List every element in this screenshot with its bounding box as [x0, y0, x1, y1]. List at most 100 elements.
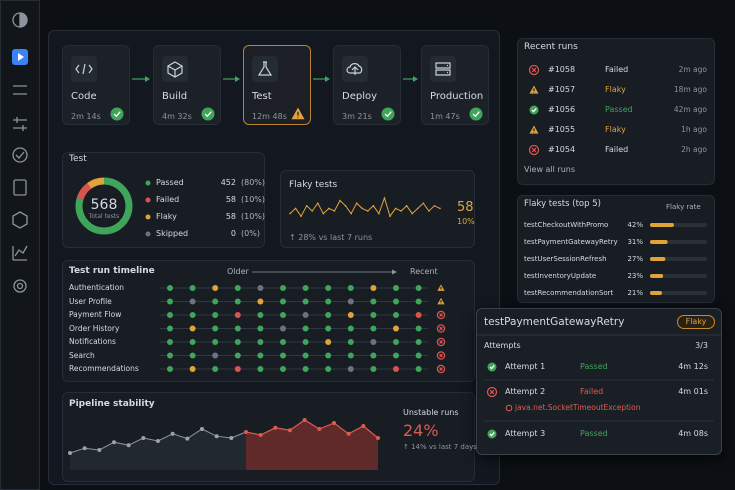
run-dot: [189, 285, 196, 291]
stage-icon: [435, 62, 451, 76]
spark-point: [361, 207, 364, 210]
donut-label: Total tests: [88, 213, 120, 220]
failed-mark: [531, 147, 537, 153]
run-dot: [257, 366, 264, 372]
run-dot: [393, 285, 399, 291]
flaky-rate-label: 23%: [627, 272, 643, 280]
run-time: 42m ago: [673, 105, 707, 114]
rate-track: [650, 291, 707, 295]
stability-point: [258, 433, 263, 437]
failed-mark: [531, 67, 537, 73]
spark-point: [439, 207, 441, 210]
run-dot: [167, 312, 173, 318]
run-dot: [257, 352, 264, 359]
run-status: Failed: [605, 65, 629, 74]
failed-icon: [436, 324, 446, 333]
failed-mark: [439, 313, 443, 317]
attempt-duration: 4m 01s: [678, 387, 708, 396]
spark-point: [389, 215, 391, 217]
run-dot: [302, 325, 309, 332]
passed-mark: [204, 111, 212, 118]
spark-point: [289, 212, 291, 215]
spark-point: [294, 207, 297, 210]
detail-title: testPaymentGatewayRetry: [484, 316, 625, 328]
run-dot: [347, 325, 354, 332]
flaky-rate-label: 42%: [627, 221, 643, 229]
logo-half[interactable]: [19, 12, 28, 28]
stability-point: [185, 436, 190, 441]
run-dot: [393, 366, 399, 372]
nav-flows[interactable]: [13, 85, 27, 95]
run-dot: [347, 366, 354, 372]
spark-point: [305, 205, 308, 207]
run-dot: [167, 298, 173, 305]
failed-mark: [439, 367, 443, 371]
spark-point: [311, 210, 314, 212]
run-dot: [234, 352, 241, 359]
error-icon: [505, 404, 513, 412]
spark-point: [433, 205, 436, 207]
play-glyph: [18, 53, 24, 61]
flaky-rate-label: 27%: [627, 255, 643, 263]
run-dot: [393, 298, 399, 305]
nav-docs[interactable]: [13, 179, 27, 196]
passed-icon: [487, 429, 497, 439]
flaky-panel: [280, 170, 475, 248]
error-text: java.net.SocketTimeoutException: [515, 403, 641, 412]
stability-point: [82, 446, 87, 451]
rate-bar: [650, 274, 664, 278]
run-dot: [234, 298, 241, 305]
arrow-head: [392, 269, 397, 275]
run-dot: [302, 366, 309, 372]
spark-point: [355, 202, 358, 204]
metric-trend: ↑ 14% vs last 7 days: [403, 443, 477, 451]
run-dot: [212, 312, 219, 318]
timeline-row-label: Order History: [69, 323, 120, 333]
run-dot: [415, 339, 422, 345]
run-dot: [302, 285, 309, 291]
nav-packages[interactable]: [12, 211, 28, 229]
stage-label: Deploy: [342, 91, 378, 102]
stage-duration: 2m 14s: [71, 112, 101, 121]
nav-settings-sliders[interactable]: [13, 117, 27, 131]
attempt-name: Attempt 2: [505, 387, 546, 396]
run-status: Flaky: [605, 125, 626, 134]
nav-gear[interactable]: [13, 279, 27, 293]
run-dot: [212, 339, 219, 345]
run-dot: [280, 285, 286, 291]
run-dot: [280, 312, 286, 318]
spark-point: [405, 205, 408, 207]
passed-mark: [384, 111, 392, 118]
nav-checks[interactable]: [12, 147, 28, 163]
spark-point: [372, 205, 375, 207]
stability-point: [170, 431, 175, 436]
run-dot: [189, 352, 196, 359]
spark-point: [344, 205, 347, 207]
run-dot: [234, 312, 241, 318]
run-time: 18m ago: [673, 85, 707, 94]
nav-analytics[interactable]: [12, 245, 28, 261]
run-dot: [257, 325, 264, 332]
passed-mark: [113, 111, 121, 118]
attempts-label: Attempts: [484, 341, 521, 350]
stage-icon-box: [430, 56, 456, 82]
spark-point: [316, 202, 319, 204]
run-dot: [280, 298, 286, 305]
spark-point: [333, 210, 336, 212]
view-all-link[interactable]: View all runs: [524, 165, 576, 174]
run-dot: [189, 298, 196, 305]
run-dot: [302, 352, 309, 359]
rate-bar: [650, 291, 662, 295]
stability-point: [126, 443, 131, 448]
run-dot: [167, 339, 173, 345]
run-dot: [370, 366, 377, 372]
attempt-status: Passed: [580, 429, 608, 438]
run-dot: [325, 339, 332, 345]
recent-runs-panel: [517, 38, 715, 185]
attempt-duration: 4m 08s: [678, 429, 708, 438]
run-dot: [212, 298, 219, 305]
attempt-status: Failed: [580, 387, 604, 396]
spark-point: [378, 212, 380, 215]
failed-icon: [436, 364, 446, 374]
rate-bar: [650, 257, 666, 261]
